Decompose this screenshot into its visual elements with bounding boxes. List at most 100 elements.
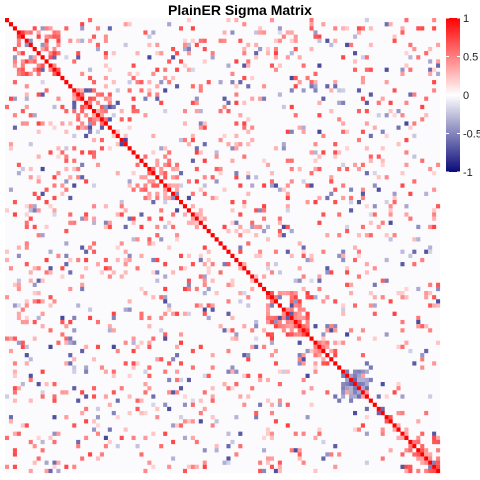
heatmap-cell: [345, 266, 350, 271]
heatmap-cell: [305, 324, 310, 329]
heatmap-cell: [226, 299, 231, 304]
heatmap-cell: [135, 361, 140, 366]
heatmap-cell: [171, 270, 176, 275]
heatmap-cell: [16, 51, 21, 56]
heatmap-cell: [80, 109, 85, 114]
colorbar-tick-label: 1: [463, 13, 469, 25]
heatmap-cell: [72, 146, 77, 151]
heatmap-cell: [416, 286, 421, 292]
heatmap-cell: [400, 30, 405, 35]
heatmap-cell: [5, 394, 10, 399]
heatmap-diagonal-cell: [60, 75, 65, 81]
heatmap-cell: [210, 353, 215, 358]
heatmap-cell: [349, 382, 354, 387]
heatmap-cell: [190, 137, 195, 143]
heatmap-cell: [68, 270, 73, 275]
heatmap-cell: [48, 249, 53, 254]
heatmap-diagonal-cell: [277, 303, 282, 308]
heatmap-cell: [254, 415, 259, 420]
heatmap-cell: [68, 340, 73, 345]
heatmap-cell: [68, 220, 73, 225]
heatmap-cell: [163, 162, 168, 168]
heatmap-diagonal-cell: [151, 171, 156, 176]
heatmap-cell: [404, 286, 409, 292]
heatmap-cell: [111, 390, 116, 395]
heatmap-cell: [238, 394, 243, 399]
heatmap-cell: [230, 208, 235, 213]
heatmap-cell: [92, 154, 97, 159]
heatmap-cell: [127, 71, 132, 77]
heatmap-cell: [329, 348, 334, 354]
heatmap-cell: [163, 88, 168, 93]
heatmap-cell: [194, 212, 199, 217]
heatmap-cell: [222, 382, 227, 387]
heatmap-cell: [28, 59, 33, 64]
heatmap-cell: [186, 377, 191, 383]
heatmap-cell: [289, 291, 294, 296]
heatmap-cell: [262, 158, 267, 163]
heatmap-cell: [396, 109, 401, 114]
heatmap-cell: [372, 336, 377, 341]
heatmap-cell: [436, 162, 441, 168]
heatmap-cell: [238, 444, 243, 449]
heatmap-cell: [246, 241, 251, 246]
heatmap-cell: [289, 448, 294, 453]
heatmap-cell: [12, 336, 17, 341]
heatmap-cell: [392, 38, 397, 43]
heatmap-cell: [107, 328, 112, 333]
heatmap-cell: [356, 166, 361, 172]
heatmap-cell: [60, 121, 65, 126]
heatmap-cell: [36, 315, 41, 321]
heatmap-cell: [262, 274, 267, 279]
heatmap-cell: [84, 179, 89, 184]
heatmap-cell: [24, 220, 29, 225]
heatmap-cell: [404, 100, 409, 105]
heatmap-cell: [48, 468, 53, 474]
heatmap-cell: [139, 311, 144, 316]
heatmap-cell: [309, 22, 314, 27]
heatmap-cell: [119, 386, 124, 391]
heatmap-cell: [424, 113, 429, 118]
heatmap-cell: [246, 42, 251, 48]
heatmap-cell: [167, 361, 172, 366]
heatmap-cell: [368, 158, 373, 163]
heatmap-cell: [107, 402, 112, 407]
heatmap-cell: [380, 431, 385, 436]
heatmap-cell: [345, 224, 350, 230]
heatmap-cell: [404, 150, 409, 155]
heatmap-cell: [202, 307, 207, 312]
heatmap-cell: [139, 286, 144, 292]
heatmap-cell: [64, 336, 69, 341]
heatmap-cell: [44, 42, 49, 48]
heatmap-cell: [186, 464, 191, 469]
heatmap-cell: [84, 344, 89, 350]
heatmap-cell: [321, 340, 326, 345]
heatmap-cell: [214, 291, 219, 296]
heatmap-cell: [345, 146, 350, 151]
heatmap-cell: [103, 224, 108, 230]
heatmap-cell: [92, 386, 97, 391]
heatmap-cell: [293, 332, 298, 337]
heatmap-cell: [380, 406, 385, 412]
heatmap-cell: [341, 183, 346, 188]
heatmap-cell: [103, 55, 108, 60]
heatmap-cell: [16, 386, 21, 391]
heatmap-cell: [297, 241, 302, 246]
heatmap-cell: [424, 51, 429, 56]
heatmap-cell: [52, 71, 57, 77]
heatmap-cell: [356, 427, 361, 432]
heatmap-cell: [392, 311, 397, 316]
heatmap-cell: [309, 46, 314, 52]
heatmap-cell: [139, 212, 144, 217]
heatmap-cell: [103, 38, 108, 43]
heatmap-cell: [16, 245, 21, 250]
heatmap-cell: [8, 146, 13, 151]
heatmap-cell: [297, 328, 302, 333]
heatmap-diagonal-cell: [242, 266, 247, 271]
heatmap-cell: [297, 303, 302, 308]
heatmap-cell: [111, 369, 116, 374]
heatmap-cell: [313, 200, 318, 205]
heatmap-cell: [436, 59, 441, 64]
heatmap-cell: [269, 456, 274, 461]
heatmap-cell: [301, 332, 306, 337]
